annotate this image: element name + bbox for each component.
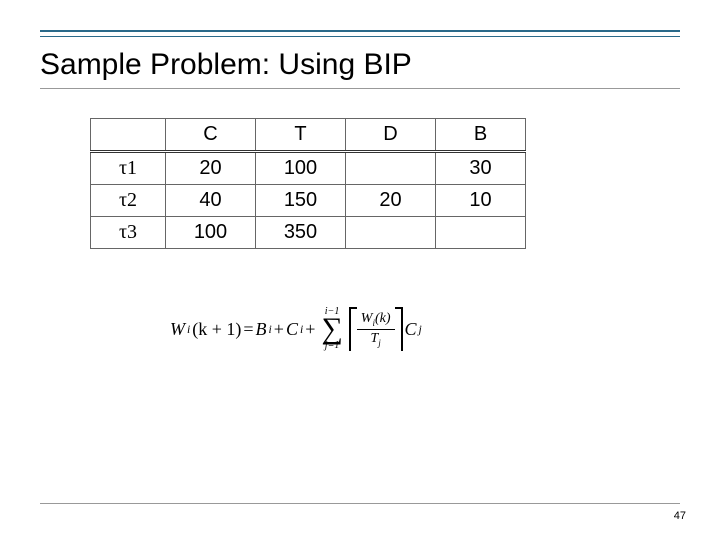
cell: 100	[166, 217, 256, 249]
row-label: τ2	[91, 185, 166, 217]
eq-Cj: C	[405, 319, 417, 340]
col-header-C: C	[166, 119, 256, 152]
eq-arg: (k + 1)	[192, 319, 241, 340]
cell: 20	[346, 185, 436, 217]
page-title: Sample Problem: Using BIP	[40, 48, 412, 82]
eq-W: W	[170, 319, 185, 340]
row-label: τ1	[91, 152, 166, 185]
eq-ceil: Wi(k) Tj	[349, 305, 403, 353]
col-header-B: B	[436, 119, 526, 152]
heading-underline	[40, 88, 680, 89]
eq-Ci: C	[286, 319, 298, 340]
cell: 30	[436, 152, 526, 185]
eq-frac-num-arg: (k)	[375, 311, 391, 326]
eq-frac-num-W: W	[361, 311, 373, 326]
equation: Wi(k + 1) = Bi + Ci + i−1 ∑ j=1 Wi(k) Tj…	[170, 305, 550, 353]
ceil-right-icon	[401, 307, 403, 351]
page-number: 47	[674, 510, 686, 522]
cell: 150	[256, 185, 346, 217]
eq-sub-j: j	[378, 337, 381, 347]
cell	[346, 152, 436, 185]
eq-sub-i: i	[269, 323, 272, 336]
col-header-blank	[91, 119, 166, 152]
table-row: τ1 20 100 30	[91, 152, 526, 185]
eq-sub-i: i	[300, 323, 303, 336]
cell: 10	[436, 185, 526, 217]
ceil-left-icon	[349, 307, 351, 351]
data-table: C T D B τ1 20 100 30 τ2 40 150	[90, 118, 526, 249]
eq-plus: +	[274, 319, 284, 340]
eq-frac: Wi(k) Tj	[357, 310, 395, 349]
eq-sub-i: i	[187, 323, 190, 336]
table-row: τ3 100 350	[91, 217, 526, 249]
row-label: τ3	[91, 217, 166, 249]
top-rule-thick	[40, 30, 680, 32]
sigma-icon: ∑	[321, 317, 342, 341]
table-row: τ2 40 150 20 10	[91, 185, 526, 217]
cell	[346, 217, 436, 249]
eq-sum-bot: j=1	[325, 341, 340, 351]
eq-sum: i−1 ∑ j=1	[321, 307, 342, 351]
eq-sub-j: j	[419, 323, 422, 336]
bottom-rule	[40, 503, 680, 504]
top-rule-thin	[40, 36, 680, 37]
cell: 20	[166, 152, 256, 185]
eq-plus: +	[305, 319, 315, 340]
eq-equals: =	[243, 319, 253, 340]
eq-B: B	[256, 319, 267, 340]
cell: 100	[256, 152, 346, 185]
cell: 350	[256, 217, 346, 249]
cell	[436, 217, 526, 249]
col-header-T: T	[256, 119, 346, 152]
col-header-D: D	[346, 119, 436, 152]
cell: 40	[166, 185, 256, 217]
